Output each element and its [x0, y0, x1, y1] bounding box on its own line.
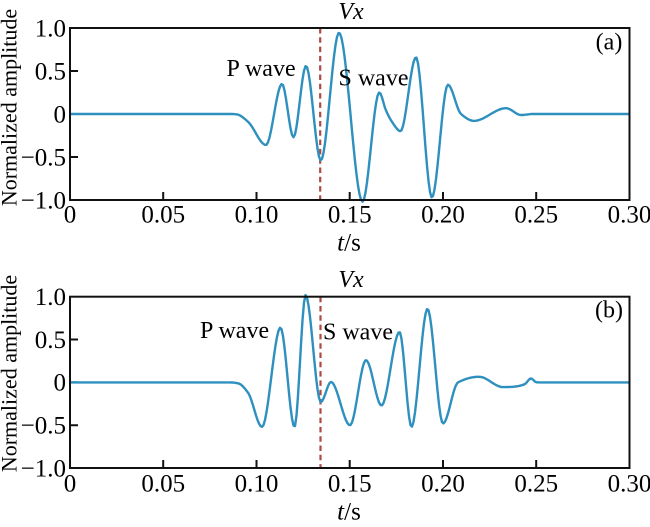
svg-text:t/s: t/s	[337, 230, 361, 257]
svg-text:Normalized amplitude: Normalized amplitude	[0, 9, 22, 206]
svg-text:Vx: Vx	[338, 0, 364, 25]
svg-text:(b): (b)	[595, 298, 623, 324]
svg-text:0.05: 0.05	[141, 471, 185, 498]
svg-text:0.20: 0.20	[421, 471, 465, 498]
svg-text:0.30: 0.30	[608, 202, 650, 229]
svg-text:P wave: P wave	[200, 318, 269, 344]
svg-text:−1.0: −1.0	[21, 187, 66, 214]
svg-text:0.20: 0.20	[421, 202, 465, 229]
svg-text:Normalized amplitude: Normalized amplitude	[0, 275, 22, 472]
svg-text:(a): (a)	[596, 30, 623, 56]
svg-text:t/s: t/s	[337, 499, 361, 526]
svg-text:0: 0	[54, 101, 67, 128]
svg-text:Vx: Vx	[338, 267, 364, 293]
svg-text:S wave: S wave	[339, 66, 409, 92]
svg-text:−0.5: −0.5	[21, 144, 66, 171]
svg-text:0.5: 0.5	[35, 327, 66, 354]
svg-text:0.25: 0.25	[514, 471, 558, 498]
svg-text:0.10: 0.10	[235, 471, 279, 498]
svg-text:0.25: 0.25	[514, 202, 558, 229]
svg-text:0.30: 0.30	[608, 471, 650, 498]
svg-text:0.15: 0.15	[328, 471, 372, 498]
svg-text:0.15: 0.15	[328, 202, 372, 229]
svg-text:0.10: 0.10	[235, 202, 279, 229]
svg-text:0: 0	[64, 471, 77, 498]
svg-text:P wave: P wave	[227, 56, 296, 82]
svg-text:0: 0	[54, 370, 67, 397]
svg-text:0.05: 0.05	[141, 202, 185, 229]
svg-text:1.0: 1.0	[35, 284, 66, 311]
svg-text:−1.0: −1.0	[21, 455, 66, 482]
svg-text:−0.5: −0.5	[21, 413, 66, 440]
svg-text:1.0: 1.0	[35, 15, 66, 42]
svg-text:0: 0	[64, 202, 77, 229]
svg-text:S wave: S wave	[323, 320, 393, 346]
svg-text:0.5: 0.5	[35, 58, 66, 85]
